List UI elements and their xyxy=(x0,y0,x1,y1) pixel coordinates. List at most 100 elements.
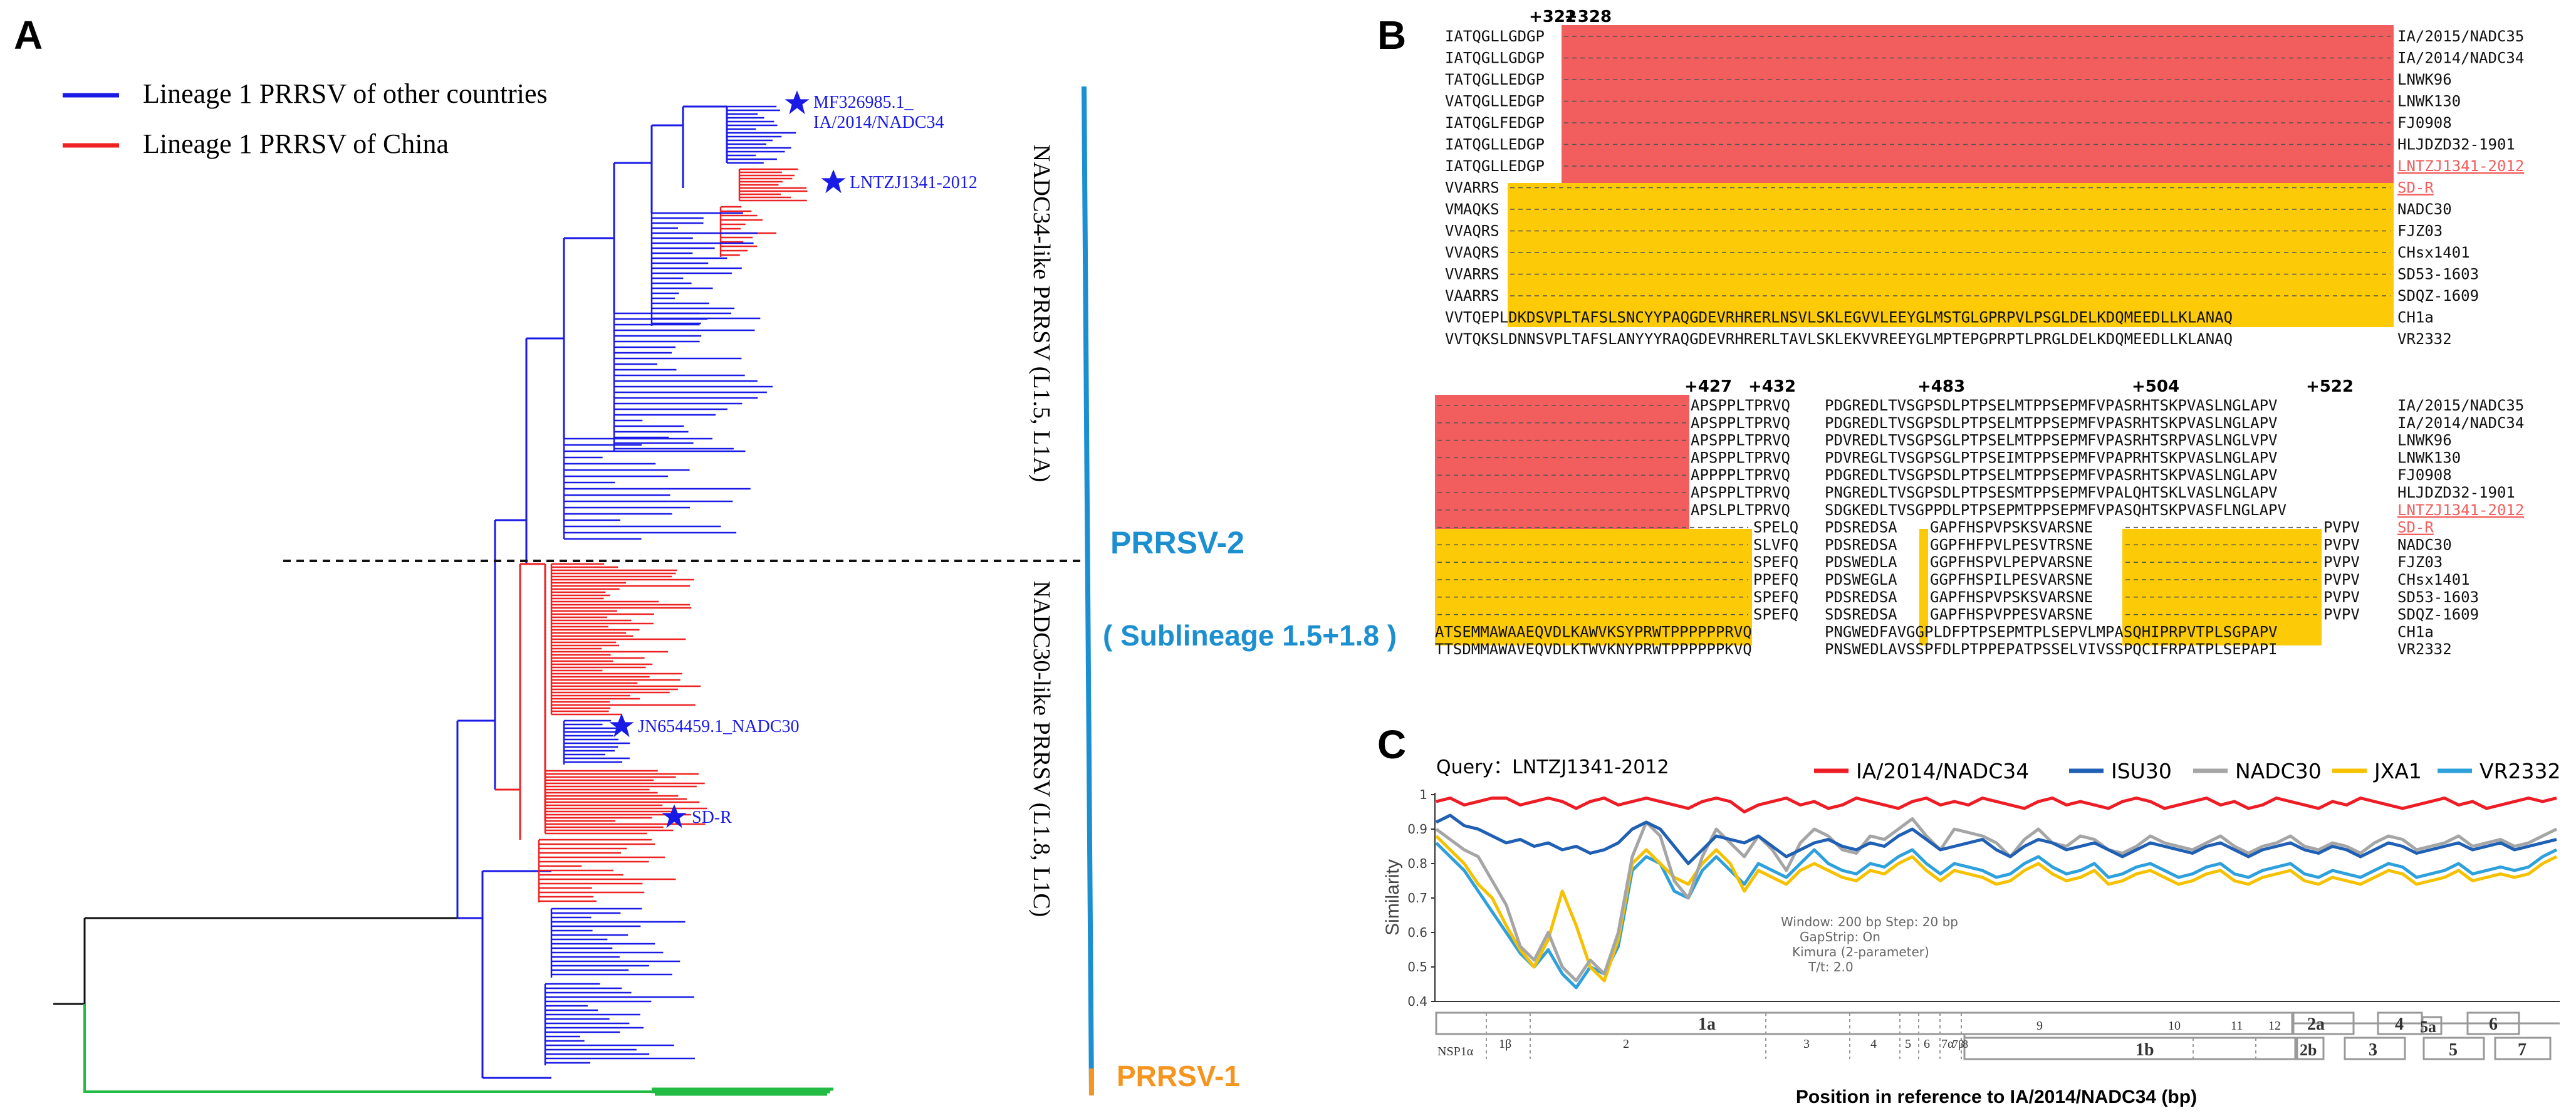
bottom-seq4-8: PVPV xyxy=(2323,536,2360,553)
bottom-seq2-0: PDGREDLTVSGPSDLPTPSELMTPPSEPMFVPASRHTSKP… xyxy=(1825,397,2277,414)
label-nsp2: 2 xyxy=(1623,1037,1629,1051)
label-nsp7b: 7β xyxy=(1953,1038,1964,1050)
leaf-cluster-basal-a xyxy=(550,907,686,978)
label-1b: 1b xyxy=(2135,1040,2154,1060)
bottom-seq3-8: GGPFHFPVLPESVTRSNE xyxy=(1930,536,2093,553)
bottom-label-10: CHsx1401 xyxy=(2397,571,2470,588)
bottom-seq1-1: APSPPLTPRVQ xyxy=(1691,414,1790,432)
bottom-seq2-2: PDVREDLTVSGPSGLPTPSELMTPPSEPMFVPASRHTSRP… xyxy=(1825,432,2277,449)
bottom-label-13: CH1a xyxy=(2397,623,2434,640)
bottom-seq2-6: SDGKEDLTVSGPPDLPTPSEPMTPPSEPMFVPASQHTSKP… xyxy=(1825,501,2287,519)
label-nsp10: 10 xyxy=(2168,1019,2181,1033)
panel-b: B +322 +328 IATQGLLGDGP IA/2015/NADC35IAT… xyxy=(1377,8,2524,658)
top-seq-14: VVTQKSLDNNSVPLTAFSLANYYYRAQGDEVRHRERLTAV… xyxy=(1445,330,2233,348)
bottom-seq1-6: APSLPLTPRVQ xyxy=(1691,501,1790,519)
trunk-upper xyxy=(456,105,728,918)
y-tick-label-6: 0.4 xyxy=(1407,994,1427,1009)
bottom-label-5: HLJDZD32-1901 xyxy=(2397,484,2515,501)
bottom-seq3-9: GGPFHSPVLPEPVARSNE xyxy=(1930,553,2093,571)
top-label-12: SDQZ-1609 xyxy=(2397,287,2479,305)
series-line-jxa1 xyxy=(1435,835,2558,983)
param-tt: T/t: 2.0 xyxy=(1808,959,1854,974)
top-label-5: HLJDZD32-1901 xyxy=(2397,136,2515,154)
legend-label-vr2332: VR2332 xyxy=(2480,759,2561,783)
bottom-seq2-11: PDSREDSA xyxy=(1825,588,1897,606)
bottom-seq1-4: APPPPLTPRVQ xyxy=(1691,466,1790,484)
y-axis-label: Similarity xyxy=(1382,859,1403,936)
label-nsp7a: 7α xyxy=(1941,1037,1954,1051)
deletion-block-yellow-top xyxy=(1508,183,2394,327)
bottom-label-11: SD53-1603 xyxy=(2397,588,2479,606)
legend-red-label: Lineage 1 PRRSV of China xyxy=(143,128,449,159)
bottom-seq2-7: PDSREDSA xyxy=(1825,519,1897,536)
orf-1b-box xyxy=(1963,1037,2297,1060)
top-label-10: CHsx1401 xyxy=(2397,244,2470,261)
series-line-ia-2014-nadc34 xyxy=(1436,797,2557,813)
bottom-seq2-5: PNGREDLTVSGPSDLPTPSESMTPPSEPMFVPALQHTSKL… xyxy=(1825,484,2277,501)
deletion-block-yellow-bottom-a xyxy=(1435,529,1752,645)
top-label-0: IA/2015/NADC35 xyxy=(2397,28,2524,45)
bottom-seq1-9: SPEFQ xyxy=(1753,553,1798,571)
label-nsp4: 4 xyxy=(1870,1037,1877,1051)
bottom-seq1-5: APSPPLTPRVQ xyxy=(1691,484,1790,501)
deletion-block-red-bottom xyxy=(1435,395,1689,529)
bottom-seq4-9: PVPV xyxy=(2323,553,2360,571)
leaf-cluster-blue-jn xyxy=(563,719,630,765)
y-tick-label-2: 0.8 xyxy=(1407,856,1427,871)
label-7: 7 xyxy=(2518,1040,2526,1060)
param-gapstrip: GapStrip: On xyxy=(1800,929,1880,944)
trunk-basal xyxy=(457,870,551,1079)
pos-522: +522 xyxy=(2306,377,2354,396)
pos-483: +483 xyxy=(1917,377,1965,396)
bottom-label-7: SD-R xyxy=(2397,519,2434,536)
deletion-block-yellow-bottom-b xyxy=(1919,529,1928,645)
deletion-dashes-bottom xyxy=(1437,405,2318,615)
x-axis-label: Position in reference to IA/2014/NADC34 … xyxy=(1796,1087,2197,1107)
bottom-label-14: VR2332 xyxy=(2397,640,2452,658)
bottom-seq3-10: GGPFHSPILPESVARSNE xyxy=(1930,571,2093,588)
panel-a-letter: A xyxy=(14,13,43,58)
y-tick-label-5: 0.5 xyxy=(1407,959,1427,974)
label-5: 5 xyxy=(2449,1040,2458,1060)
top-label-1: IA/2014/NADC34 xyxy=(2397,50,2524,67)
prrsv1-outgroup-tips xyxy=(652,1087,833,1096)
top-label-4: FJ0908 xyxy=(2397,114,2452,132)
label-2b: 2b xyxy=(2300,1041,2317,1059)
top-label-13: CH1a xyxy=(2397,309,2434,327)
bottom-seq1-13: ATSEMMAWAAEQVDLKAWVKSYPRWTPPPPPPRVQ xyxy=(1435,623,1752,640)
orf-1a-box xyxy=(1435,1011,2293,1035)
bottom-seq4-10: PVPV xyxy=(2323,571,2360,588)
legend-label-nadc34: IA/2014/NADC34 xyxy=(1856,759,2029,783)
leaf-cluster-red-lntzj xyxy=(738,168,808,202)
deletion-block-yellow-bottom-c xyxy=(2122,529,2322,645)
bottom-seq1-14: TTSDMMAWAVEQVDLKTWVKNYPRWTPPPPPPKVQ xyxy=(1435,640,1752,658)
bottom-seq1-10: PPEFQ xyxy=(1753,571,1798,588)
top-label-6: LNTZJ1341-2012 xyxy=(2397,157,2524,175)
panel-c-letter: C xyxy=(1377,722,1406,767)
label-nsp9: 9 xyxy=(2036,1019,2043,1033)
simplot-legend: IA/2014/NADC34 ISU30 NADC30 JXA1 VR2332 xyxy=(1814,759,2561,783)
y-tick-label-4: 0.6 xyxy=(1407,925,1427,940)
pos-322: +322 xyxy=(1529,8,1577,26)
y-ticks: 1 0.9 0.8 0.7 0.6 0.5 0.4 xyxy=(1407,787,1435,1009)
label-4: 4 xyxy=(2395,1015,2404,1034)
top-label-2: LNWK96 xyxy=(2397,71,2452,88)
y-tick-label-1: 0.9 xyxy=(1407,822,1427,837)
top-label-8: NADC30 xyxy=(2397,201,2452,218)
tree-leaves xyxy=(538,105,808,1065)
legend-label-isu30: ISU30 xyxy=(2111,759,2172,783)
leaf-cluster-red-a xyxy=(550,563,701,716)
bottom-label-9: FJZ03 xyxy=(2397,553,2443,571)
label-prrsv2: PRRSV-2 xyxy=(1110,525,1244,560)
legend-label-jxa1: JXA1 xyxy=(2373,759,2422,783)
label-3: 3 xyxy=(2369,1040,2377,1060)
alignment-top: IATQGLLGDGP IA/2015/NADC35 IATQGLLGDGP IA/2… xyxy=(1445,28,2524,348)
phylogenetic-tree xyxy=(53,105,833,1096)
bottom-seq1-12: SPEFQ xyxy=(1753,606,1798,624)
bottom-seq1-2: APSPPLTPRVQ xyxy=(1691,432,1790,449)
legend-blue-label: Lineage 1 PRRSV of other countries xyxy=(143,78,548,109)
y-tick-label-0: 1 xyxy=(1419,787,1427,802)
top-label-14: VR2332 xyxy=(2397,330,2452,348)
top-seq-5: IATQGLLEDGP xyxy=(1445,136,1545,154)
